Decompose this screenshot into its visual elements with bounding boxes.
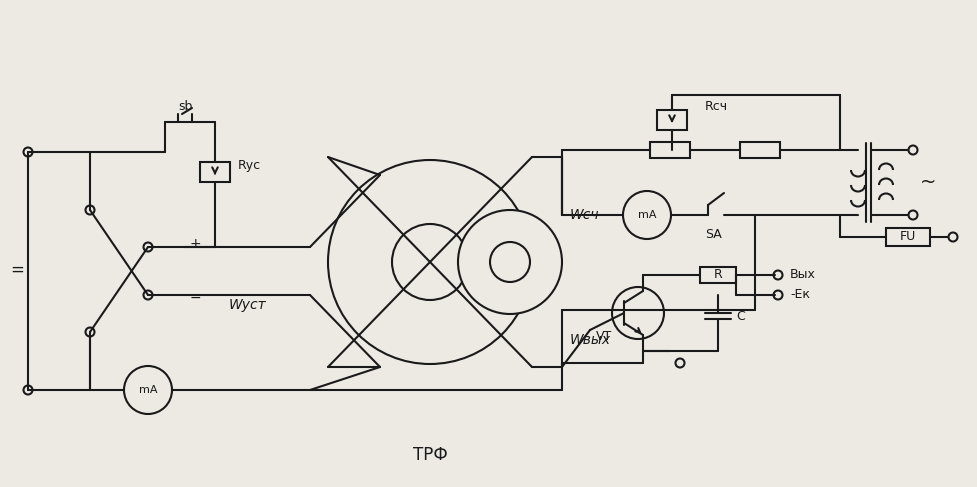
Circle shape (458, 210, 562, 314)
Text: Wсч: Wсч (570, 208, 600, 222)
Text: Wвых: Wвых (570, 333, 612, 347)
Circle shape (623, 191, 671, 239)
Text: mA: mA (638, 210, 657, 220)
Circle shape (774, 291, 783, 300)
Circle shape (124, 366, 172, 414)
Bar (650, 142, 690, 158)
Text: −: − (190, 291, 201, 305)
Circle shape (909, 210, 917, 220)
Text: -Eк: -Eк (790, 288, 810, 301)
Bar (740, 142, 780, 158)
Text: Rус: Rус (238, 158, 261, 171)
Text: R: R (713, 268, 722, 281)
Circle shape (144, 291, 152, 300)
Text: Rсч: Rсч (705, 100, 728, 113)
Circle shape (144, 243, 152, 251)
Circle shape (909, 146, 917, 154)
Text: sb: sb (178, 100, 192, 113)
Circle shape (612, 287, 664, 339)
Circle shape (86, 327, 95, 337)
Text: FU: FU (900, 230, 916, 244)
Circle shape (675, 358, 685, 368)
Text: Wуст: Wуст (230, 298, 267, 312)
Circle shape (949, 232, 957, 242)
Circle shape (490, 242, 530, 282)
Text: SA: SA (705, 228, 722, 242)
Bar (657, 110, 687, 130)
Text: ~: ~ (919, 172, 936, 191)
Circle shape (774, 270, 783, 280)
Bar (700, 267, 736, 283)
Text: ТРФ: ТРФ (412, 446, 447, 464)
Circle shape (23, 148, 32, 156)
Circle shape (392, 224, 468, 300)
Circle shape (23, 386, 32, 394)
Circle shape (86, 206, 95, 214)
Bar (200, 162, 230, 182)
Text: +: + (190, 237, 201, 251)
Text: mA: mA (139, 385, 157, 395)
Text: Вых: Вых (790, 268, 816, 281)
Text: C: C (736, 310, 744, 322)
Text: =: = (10, 261, 24, 279)
Circle shape (328, 160, 532, 364)
Text: VT: VT (596, 331, 613, 343)
Bar (886, 228, 930, 246)
